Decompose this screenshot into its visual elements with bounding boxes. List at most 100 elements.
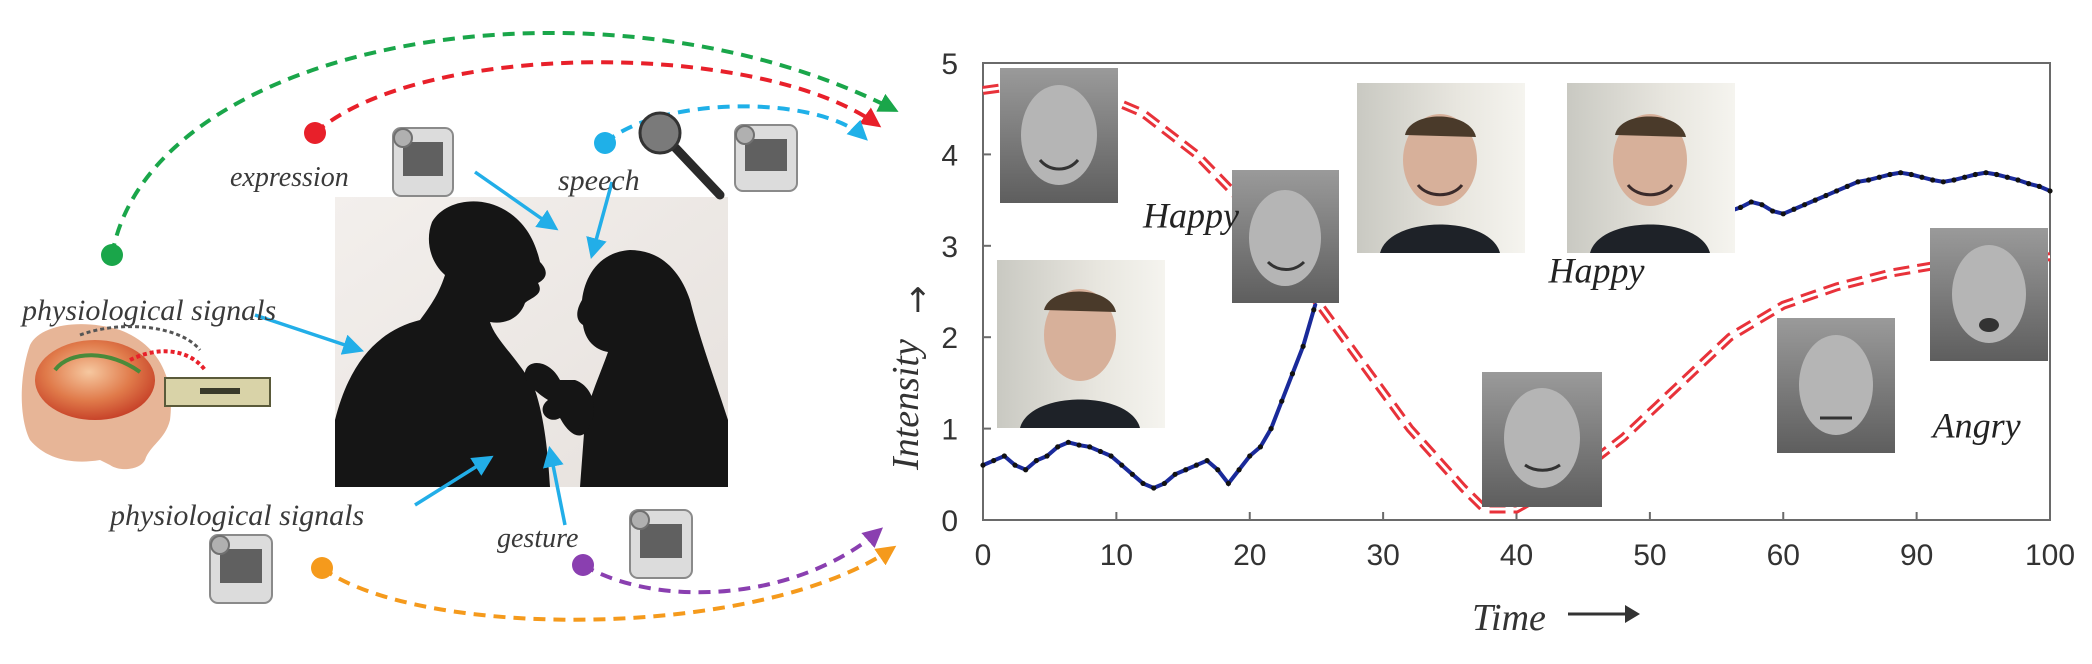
data-point [1247, 453, 1253, 459]
data-point [2026, 181, 2032, 187]
data-point [1844, 183, 1850, 189]
data-point [2015, 177, 2021, 183]
data-point [1065, 439, 1071, 445]
face-thumbnail [1232, 170, 1339, 303]
emotion-label: Happy [1548, 250, 1645, 290]
data-point [1183, 467, 1189, 473]
cyan-arc [603, 104, 868, 145]
data-point [1140, 480, 1146, 487]
data-point [1940, 179, 1946, 185]
pointer-arrows [254, 170, 614, 526]
data-point [1311, 307, 1317, 313]
data-point [1268, 426, 1274, 432]
x-axis-arrow-icon [1568, 605, 1640, 623]
data-point [980, 462, 986, 468]
data-point [1289, 371, 1296, 377]
data-point [1023, 467, 1029, 473]
y-tick-label: 2 [941, 322, 958, 355]
face-thumbnail-man [1357, 83, 1525, 253]
data-point [1780, 211, 1786, 217]
intensity-line-dashed-inner [982, 81, 2051, 511]
face-thumbnail [1000, 68, 1118, 203]
data-point [1972, 171, 1978, 178]
data-point [1834, 188, 1840, 194]
intensity-chart: 0 1 2 3 4 5 0 10 20 30 40 50 60 90 100 Intensity ↑ Ti… [885, 48, 2075, 639]
data-point [1737, 204, 1744, 211]
data-point [1801, 202, 1808, 208]
data-point [1087, 444, 1093, 450]
y-tick-label: 5 [941, 48, 958, 81]
y-tick-label: 3 [941, 231, 958, 264]
emotion-annotations: Happy Happy Angry [1142, 196, 2021, 446]
data-point [1823, 192, 1829, 199]
orange-dot [311, 557, 333, 579]
data-point [991, 457, 997, 464]
data-point [1151, 485, 1157, 491]
purple-arc [581, 527, 884, 595]
data-point [1791, 206, 1797, 212]
x-tick-labels: 0 10 20 30 40 50 60 90 100 [975, 512, 2075, 572]
camera-icon [734, 124, 798, 192]
label-speech: speech [558, 164, 640, 197]
red-arc [313, 60, 882, 135]
data-point [1300, 343, 1306, 349]
data-point [1012, 462, 1018, 468]
data-point [1033, 457, 1039, 464]
data-point [1215, 467, 1221, 473]
y-tick-label: 4 [941, 139, 958, 172]
orange-arc [320, 545, 897, 622]
data-point [1866, 177, 1872, 183]
face-thumbnail [1930, 228, 2048, 361]
data-point [2047, 188, 2053, 194]
data-point [1225, 480, 1232, 487]
green-dot [101, 244, 123, 266]
data-point [1236, 467, 1242, 473]
sensor-box-icon [164, 377, 271, 407]
y-tick-label: 1 [941, 414, 958, 447]
face-thumbnail [1482, 372, 1602, 507]
x-axis-title: Time [1472, 597, 1546, 639]
label-physiological-bottom: physiological signals [108, 499, 364, 532]
brain-head-icon [21, 324, 207, 470]
face-thumbnail-man [997, 260, 1165, 428]
data-point [1097, 448, 1103, 455]
data-point [1748, 199, 1754, 205]
x-tick-label: 90 [1900, 539, 1933, 572]
x-tick-label: 40 [1500, 539, 1533, 572]
y-axis-arrow-icon: ↑ [904, 281, 933, 321]
label-gesture: gesture [497, 523, 578, 554]
x-tick-label: 100 [2025, 539, 2075, 572]
cyan-dot [594, 132, 616, 154]
face-thumbnail-man [1567, 83, 1735, 253]
silhouette-couple-image [335, 197, 728, 487]
microphone-icon [638, 111, 725, 200]
data-point [1855, 179, 1861, 185]
data-point [1812, 197, 1818, 203]
purple-dot [572, 554, 594, 576]
data-point [1887, 171, 1893, 178]
data-point [1908, 171, 1914, 178]
data-point [1930, 177, 1936, 183]
data-point [1108, 453, 1114, 459]
data-point [1119, 462, 1125, 468]
data-point [1769, 208, 1776, 214]
camera-icon [392, 127, 454, 197]
data-point [1204, 457, 1210, 464]
data-point [1919, 174, 1925, 180]
y-axis-title: Intensity [885, 339, 927, 471]
red-dot [304, 122, 326, 144]
camera-icon [209, 534, 273, 604]
x-tick-label: 10 [1100, 539, 1133, 572]
data-point [1161, 480, 1167, 487]
label-expression: expression [230, 162, 349, 193]
data-point [1001, 453, 1007, 459]
data-point [1962, 174, 1968, 180]
data-point [1044, 453, 1050, 459]
face-thumbnail [1777, 318, 1895, 453]
y-tick-labels: 0 1 2 3 4 5 [941, 48, 991, 538]
x-tick-label: 30 [1366, 539, 1399, 572]
data-point [1994, 171, 2000, 178]
green-arc [110, 30, 899, 256]
camera-icon [629, 509, 693, 579]
